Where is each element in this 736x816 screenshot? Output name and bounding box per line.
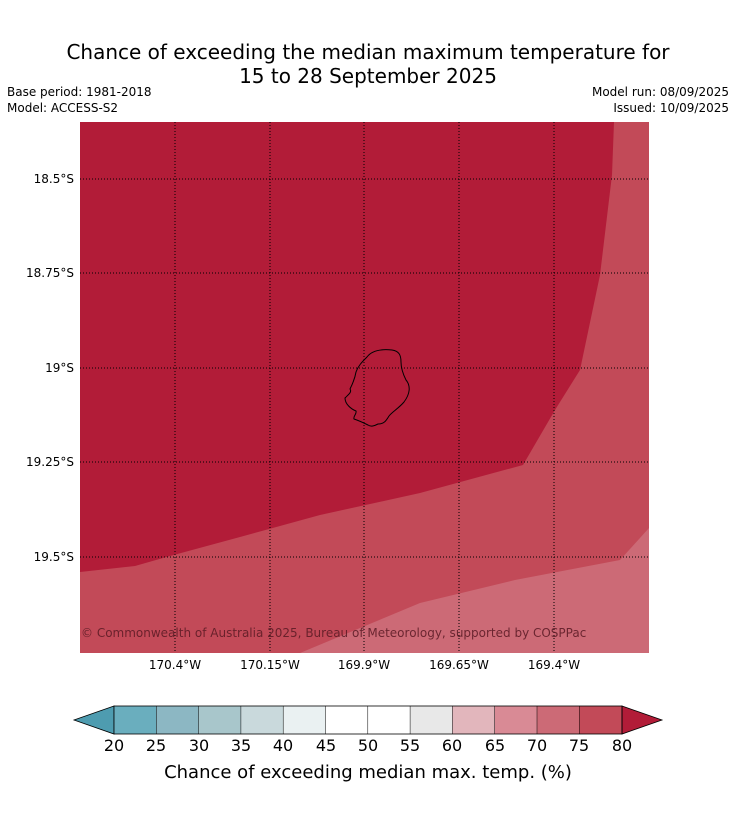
map-title-line-2: 15 to 28 September 2025	[239, 64, 497, 88]
colorbar-bin-30-35	[198, 706, 241, 734]
latitude-label-19.25: 19.25°S	[26, 455, 74, 469]
colorbar-bin-75-80	[579, 706, 622, 734]
colorbar-tick-80: 80	[611, 736, 633, 755]
colorbar-tick-65: 65	[484, 736, 506, 755]
latitude-label-19.5: 19.5°S	[33, 550, 74, 564]
map-title-line-1: Chance of exceeding the median maximum t…	[66, 40, 670, 64]
colorbar-tick-35: 35	[230, 736, 252, 755]
colorbar-tick-50: 50	[357, 736, 379, 755]
longitude-label-170.4: 170.4°W	[148, 658, 202, 672]
colorbar-bin-65-70	[494, 706, 537, 734]
model-run-label: Model run: 08/09/2025	[591, 85, 729, 99]
colorbar-tick-70: 70	[526, 736, 548, 755]
colorbar-title: Chance of exceeding median max. temp. (%…	[164, 762, 572, 783]
island-coastline	[344, 349, 410, 427]
colorbar	[72, 705, 664, 735]
colorbar-bin-70-75	[537, 706, 580, 734]
colorbar-bin-45-50	[325, 706, 368, 734]
issued-label: Issued: 10/09/2025	[613, 101, 729, 115]
colorbar-tick-40: 40	[272, 736, 294, 755]
longitude-label-169.4: 169.4°W	[527, 658, 581, 672]
colorbar-tick-25: 25	[145, 736, 167, 755]
latitude-label-19: 19°S	[45, 361, 74, 375]
longitude-label-169.65: 169.65°W	[429, 658, 489, 672]
model-label: Model: ACCESS-S2	[7, 101, 119, 115]
graticule	[80, 122, 649, 653]
colorbar-bin-60-65	[452, 706, 495, 734]
colorbar-bin-55-60	[410, 706, 453, 734]
colorbar-bin-20-25	[114, 706, 157, 734]
colorbar-bin-50-55	[367, 706, 411, 734]
colorbar-tick-55: 55	[399, 736, 421, 755]
region-above-80	[80, 122, 614, 572]
colorbar-tick-45: 45	[315, 736, 337, 755]
copyright-notice: © Commonwealth of Australia 2025, Bureau…	[81, 626, 587, 640]
colorbar-tick-20: 20	[103, 736, 125, 755]
colorbar-upper-extension	[621, 705, 664, 735]
colorbar-tick-75: 75	[568, 736, 590, 755]
colorbar-lower-extension	[72, 705, 115, 735]
latitude-label-18.75: 18.75°S	[26, 266, 74, 280]
colorbar-tick-30: 30	[188, 736, 210, 755]
colorbar-dividers	[156, 706, 580, 734]
latitude-label-18.5: 18.5°S	[33, 172, 74, 186]
colorbar-bin-40-45	[283, 706, 326, 734]
longitude-label-170.15: 170.15°W	[240, 658, 300, 672]
colorbar-bin-25-30	[156, 706, 199, 734]
probability-field	[80, 122, 649, 653]
base-period-label: Base period: 1981-2018	[7, 85, 152, 99]
longitude-label-169.9: 169.9°W	[337, 658, 391, 672]
colorbar-bin-35-40	[240, 706, 284, 734]
colorbar-tick-60: 60	[441, 736, 463, 755]
